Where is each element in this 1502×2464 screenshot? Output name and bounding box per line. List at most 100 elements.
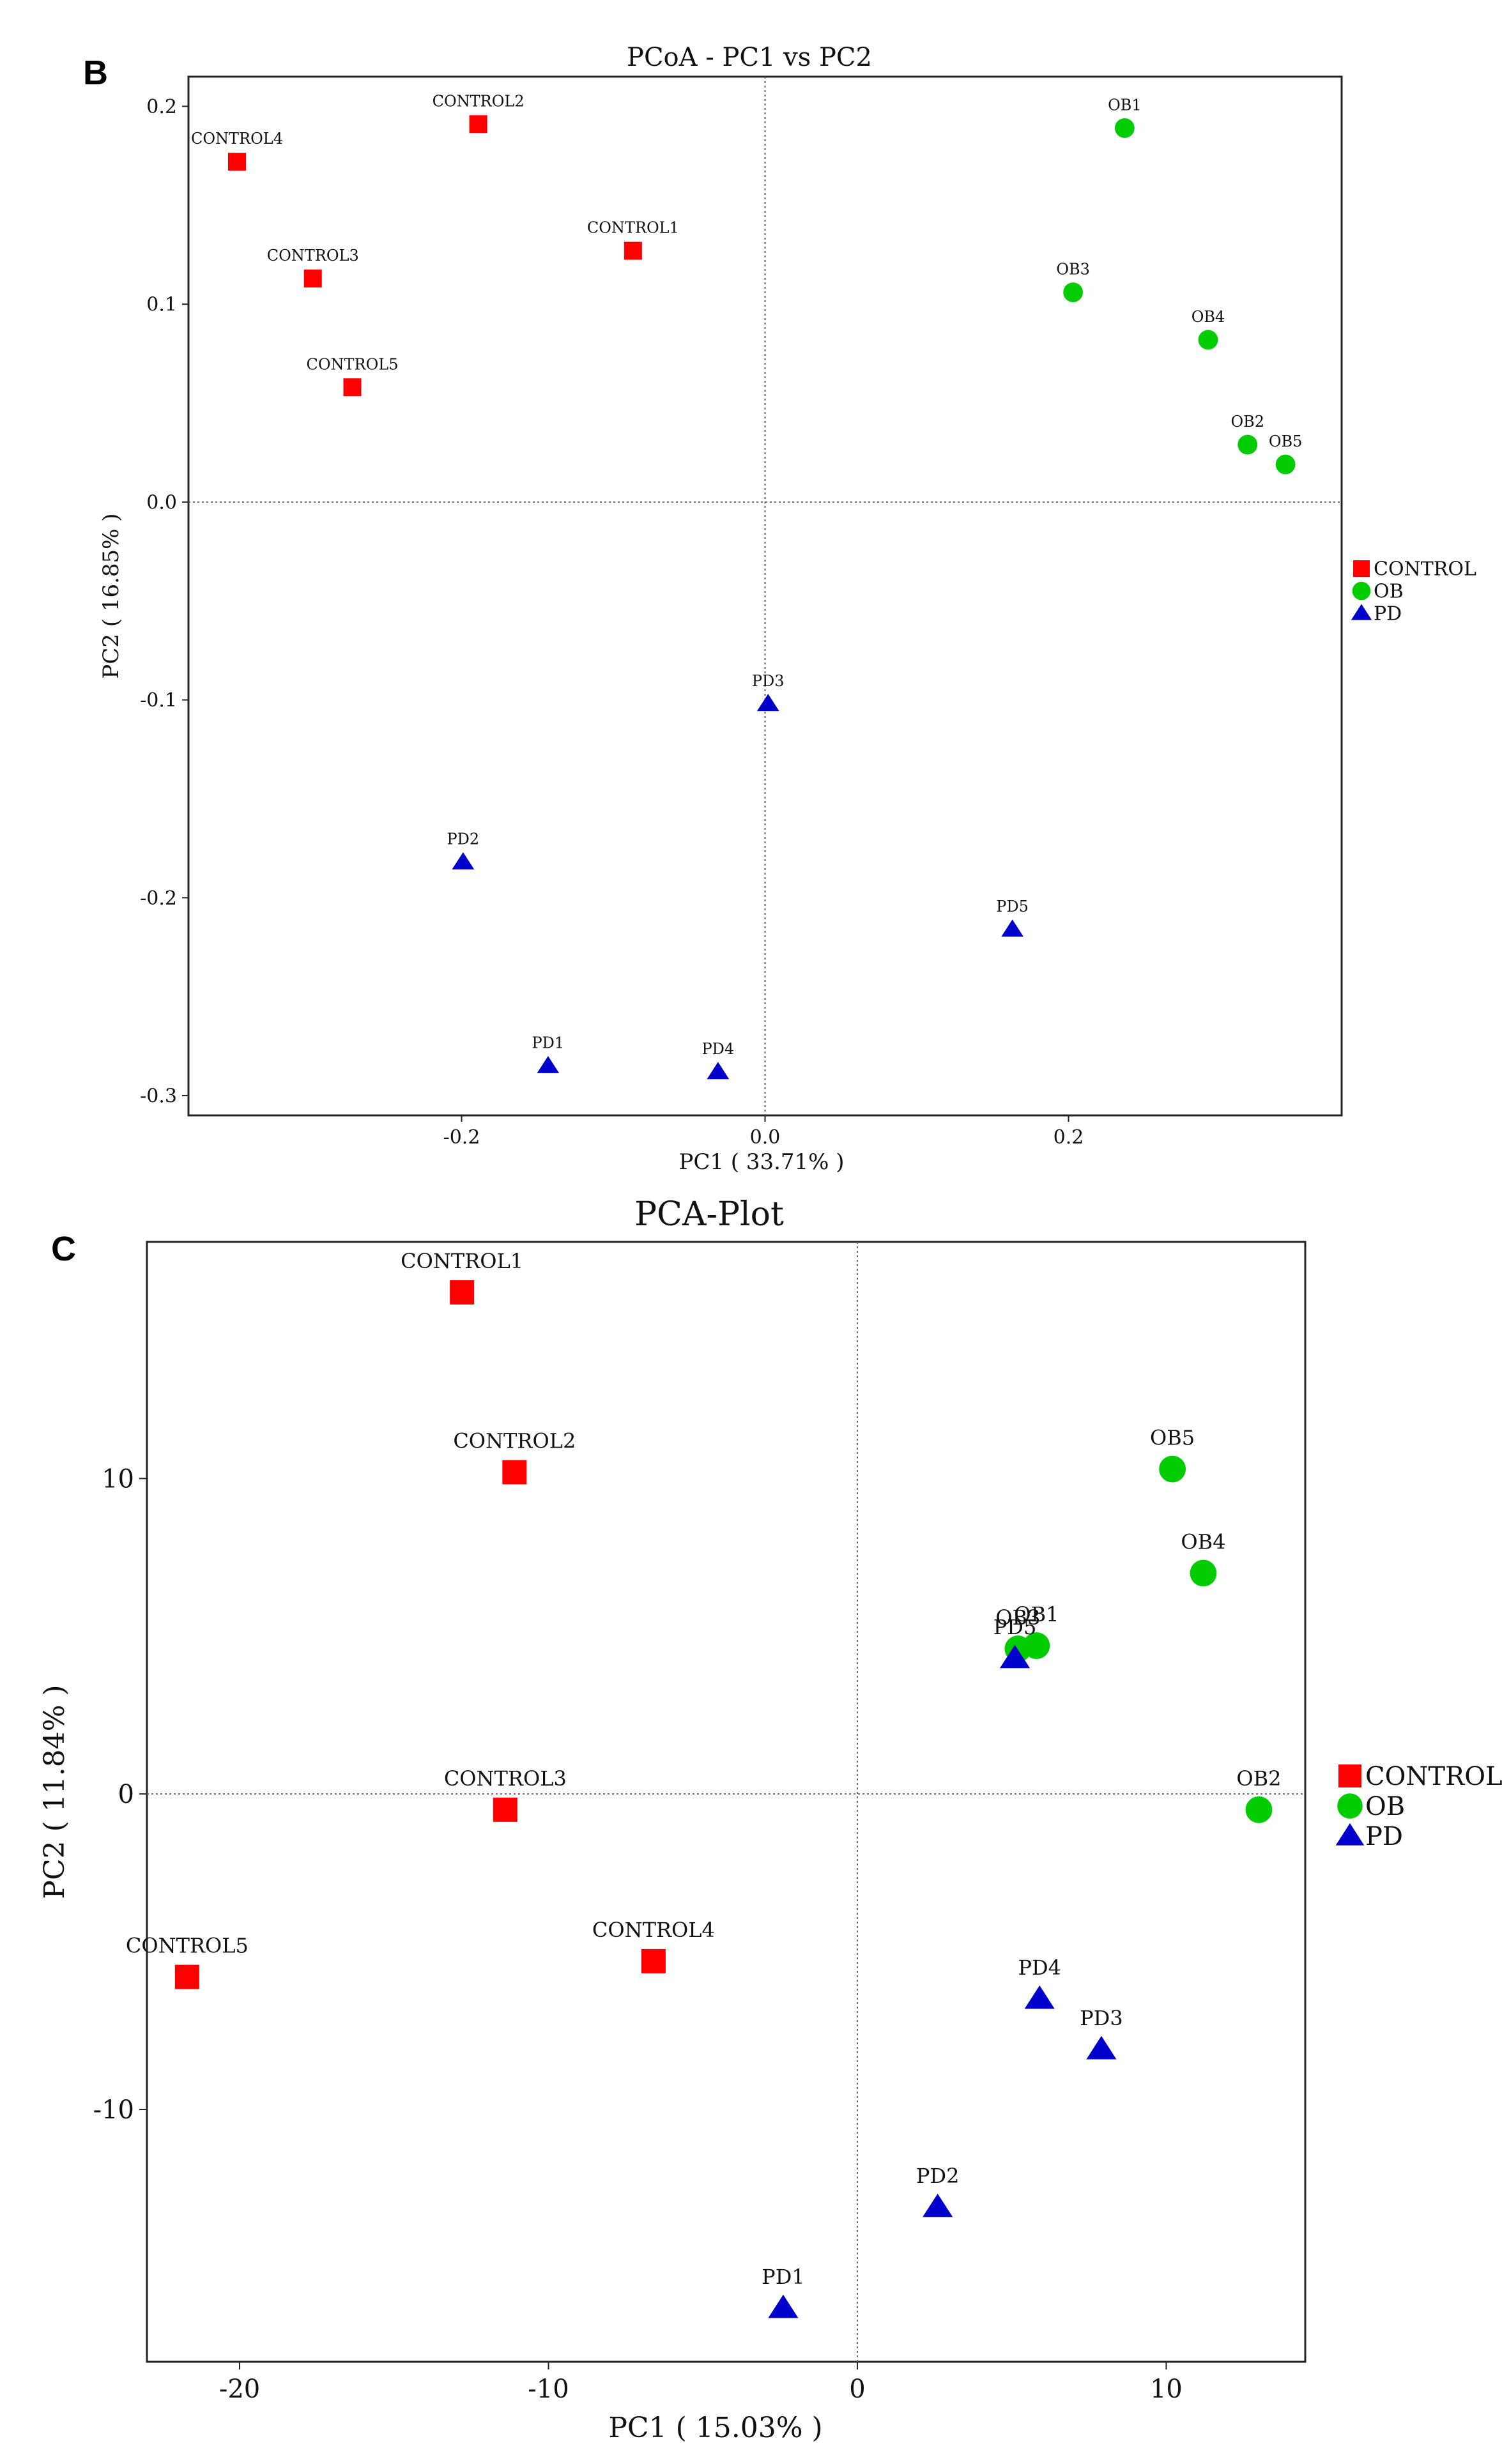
y-tick-label: 0.1 — [146, 294, 177, 316]
data-point — [343, 378, 362, 397]
data-point — [452, 852, 475, 869]
pca-y-axis-label: PC2 ( 11.84% ) — [38, 1685, 71, 1899]
x-tick-label: -0.2 — [443, 1126, 480, 1149]
pca-title: PCA-Plot — [634, 1195, 784, 1234]
point-label: CONTROL2 — [453, 1428, 576, 1453]
pcoa-y-axis-label: PC2 ( 16.85% ) — [98, 513, 124, 678]
point-label: PD3 — [1080, 2006, 1123, 2030]
data-point — [303, 269, 322, 287]
point-label: CONTROL1 — [587, 219, 679, 237]
y-tick-label: 0.0 — [146, 491, 177, 514]
pcoa-x-axis-label: PC1 ( 33.71% ) — [678, 1149, 844, 1175]
data-point — [1024, 1985, 1055, 2009]
legend-marker — [1351, 604, 1372, 620]
y-tick-label: -0.1 — [140, 689, 177, 712]
data-point — [756, 694, 779, 712]
data-point — [923, 2193, 953, 2217]
data-point — [641, 1948, 666, 1973]
data-point — [493, 1797, 517, 1822]
panel-label-b: B — [83, 54, 108, 92]
data-point — [1190, 1559, 1217, 1587]
point-label: OB1 — [1108, 96, 1142, 114]
y-tick-label: 10 — [102, 1464, 134, 1494]
point-label: CONTROL3 — [444, 1766, 567, 1791]
data-point — [999, 1644, 1031, 1669]
legend-marker — [1335, 1823, 1365, 1846]
data-point — [537, 1055, 560, 1073]
x-tick-label: -20 — [219, 2375, 260, 2404]
point-label: CONTROL4 — [592, 1918, 715, 1942]
pca-y-ticks: -10 0 10 — [93, 1464, 147, 2125]
pcoa-y-ticks: -0.3 -0.2 -0.1 0.0 0.1 0.2 — [140, 96, 188, 1108]
point-label: CONTROL1 — [401, 1249, 523, 1273]
point-label: OB5 — [1269, 432, 1303, 450]
pcoa-zero-lines — [188, 77, 1342, 1115]
point-label: OB5 — [1150, 1426, 1195, 1450]
data-point — [228, 153, 246, 171]
pca-plot-frame — [146, 1241, 1307, 2363]
data-point — [450, 1280, 475, 1305]
legend-marker — [1338, 1764, 1361, 1787]
x-tick-label: -10 — [528, 2375, 569, 2404]
point-label: PD5 — [996, 898, 1029, 915]
y-tick-label: 0 — [118, 1780, 134, 1809]
point-label: PD2 — [916, 2164, 960, 2188]
point-label: OB2 — [1236, 1766, 1281, 1791]
point-label: PD3 — [752, 672, 785, 690]
data-point — [624, 241, 642, 260]
data-point — [707, 1062, 730, 1080]
point-label: CONTROL3 — [267, 247, 359, 264]
data-point — [502, 1460, 527, 1485]
y-tick-label: 0.2 — [146, 96, 177, 118]
data-point — [1063, 282, 1084, 302]
legend-label: CONTROL — [1365, 1762, 1502, 1791]
data-point — [1245, 1796, 1273, 1823]
legend-label: OB — [1374, 581, 1404, 603]
data-point — [1159, 1455, 1186, 1483]
y-tick-label: -0.2 — [140, 887, 177, 910]
x-tick-label: 0.0 — [750, 1126, 781, 1149]
legend-label: OB — [1365, 1792, 1405, 1821]
pca-points: CONTROL1 CONTROL2 CONTROL3 CONTROL4 CONTROL5… — [126, 1249, 1282, 2318]
point-label: PD4 — [1018, 1955, 1061, 1980]
data-point — [1001, 919, 1023, 937]
legend-marker — [1352, 581, 1371, 601]
point-label: CONTROL4 — [191, 130, 283, 148]
pcoa-x-ticks: -0.2 0.0 0.2 — [443, 1115, 1084, 1149]
data-point — [1238, 434, 1258, 455]
x-tick-label: 0 — [849, 2375, 865, 2404]
pcoa-points: CONTROL1 CONTROL2 CONTROL3 CONTROL4 CONTROL5… — [191, 92, 1303, 1080]
panel-label-c: C — [51, 1230, 76, 1268]
data-point — [174, 1964, 199, 1989]
point-label: OB4 — [1181, 1529, 1225, 1554]
legend-label: PD — [1374, 603, 1402, 625]
point-label: PD1 — [762, 2265, 805, 2289]
x-tick-label: 10 — [1150, 2375, 1183, 2404]
point-label: OB3 — [995, 1605, 1040, 1630]
point-label: PD4 — [702, 1040, 735, 1058]
point-label: PD2 — [447, 830, 480, 848]
y-tick-label: -0.3 — [140, 1085, 177, 1108]
data-point — [469, 115, 487, 134]
pca-x-ticks: -20 -10 0 10 — [219, 2362, 1183, 2404]
pcoa-title: PCoA - PC1 vs PC2 — [627, 43, 872, 72]
pca-x-axis-label: PC1 ( 15.03% ) — [608, 2412, 822, 2444]
point-label: PD1 — [532, 1034, 565, 1052]
data-point — [1086, 2035, 1117, 2060]
point-label: OB2 — [1230, 413, 1264, 431]
point-label: OB4 — [1192, 308, 1225, 326]
data-point — [1275, 454, 1296, 475]
x-tick-label: 0.2 — [1054, 1126, 1084, 1149]
pcoa-panel: B PCoA - PC1 vs PC2 -0.2 0.0 0.2 -0.3-0.2-… — [83, 43, 1476, 1175]
point-label: CONTROL2 — [433, 92, 525, 110]
point-label: OB1 — [1014, 1602, 1059, 1626]
legend-marker — [1337, 1793, 1363, 1819]
point-label: CONTROL5 — [126, 1934, 249, 1958]
data-point — [768, 2294, 799, 2318]
point-label: OB3 — [1056, 261, 1090, 279]
legend-label: CONTROL — [1374, 558, 1476, 581]
